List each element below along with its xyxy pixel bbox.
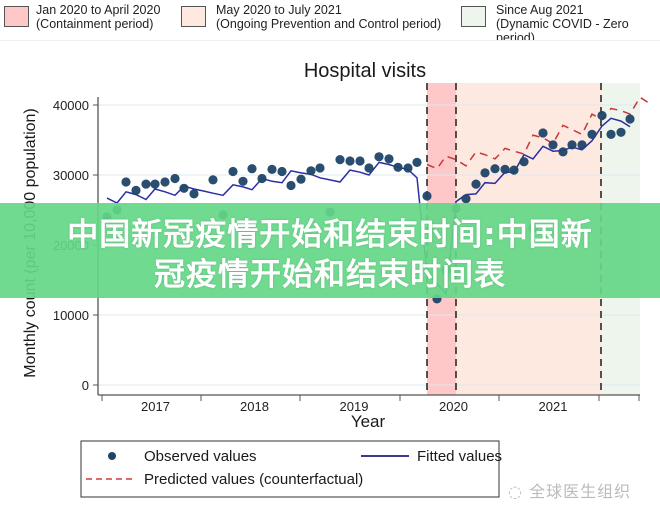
x-tick-label: 2020 xyxy=(439,399,468,414)
observed-point xyxy=(500,164,510,174)
observed-point xyxy=(121,177,131,187)
fitted-legend-label: Fitted values xyxy=(417,448,502,465)
x-axis-label: Year xyxy=(351,412,386,431)
containment-label-line2: (Containment period) xyxy=(36,17,154,31)
observed-point xyxy=(587,129,597,139)
observed-point xyxy=(616,127,626,137)
observed-point xyxy=(286,180,296,191)
observed-point xyxy=(228,166,238,177)
x-tick-label: 2018 xyxy=(240,399,269,414)
observed-point xyxy=(355,156,365,166)
observed-point xyxy=(238,176,248,186)
ongoing-label: May 2020 to July 2021 (Ongoing Preventio… xyxy=(216,3,441,31)
observed-point xyxy=(625,114,635,124)
ongoing-label-line2: (Ongoing Prevention and Control period) xyxy=(216,17,442,31)
containment-label-line1: Jan 2020 to April 2020 xyxy=(36,3,161,17)
observed-point xyxy=(296,174,306,184)
observed-point xyxy=(538,128,548,138)
observed-point xyxy=(412,157,422,167)
observed-point xyxy=(160,177,170,187)
observed-point xyxy=(471,179,481,189)
x-tick-label: 2021 xyxy=(539,399,568,414)
fitted-line xyxy=(106,117,631,296)
overlay-title-line2: 冠疫情开始和结束时间表 xyxy=(154,257,506,293)
observed-point xyxy=(597,110,607,121)
observed-point xyxy=(577,140,587,150)
zero-covid-swatch xyxy=(461,6,486,27)
observed-point xyxy=(606,129,616,139)
observed-point xyxy=(509,165,519,175)
containment-swatch xyxy=(4,6,29,27)
wechat-watermark: ◌ 全球医生组织 xyxy=(508,478,631,502)
observed-point xyxy=(267,164,277,174)
ongoing-label-line1: May 2020 to July 2021 xyxy=(216,3,342,17)
observed-point xyxy=(335,155,345,165)
observed-point xyxy=(345,156,355,166)
containment-label: Jan 2020 to April 2020 (Containment peri… xyxy=(36,3,160,31)
observed-point xyxy=(208,175,218,185)
x-tick-label: 2017 xyxy=(141,399,170,414)
watermark-text: 全球医生组织 xyxy=(529,482,632,501)
observed-point xyxy=(141,179,151,189)
observed-point xyxy=(490,164,500,174)
observed-point xyxy=(393,162,403,172)
observed-point xyxy=(422,191,432,201)
observed-point xyxy=(548,140,558,150)
observed-point xyxy=(384,154,394,164)
y-tick-label: 30000 xyxy=(53,168,89,183)
ongoing-swatch xyxy=(181,6,206,27)
y-tick-label: 40000 xyxy=(53,98,89,113)
observed-point xyxy=(170,173,180,184)
zero-covid-label-line1: Since Aug 2021 xyxy=(496,3,584,17)
chart-title: Hospital visits xyxy=(304,60,426,82)
title-overlay-banner: 中国新冠疫情开始和结束时间:中国新 冠疫情开始和结束时间表 xyxy=(0,203,660,298)
predicted-line xyxy=(426,96,651,170)
observed-point xyxy=(558,147,568,157)
observed-point xyxy=(403,163,413,173)
observed-point xyxy=(480,168,490,178)
observed-point xyxy=(567,140,577,150)
y-tick-label: 0 xyxy=(82,378,89,393)
wechat-icon: ◌ xyxy=(508,482,523,501)
observed-point xyxy=(277,166,287,177)
predicted-legend-label: Predicted values (counterfactual) xyxy=(144,471,363,488)
observed-point xyxy=(131,185,141,195)
y-tick-label: 10000 xyxy=(53,308,89,323)
overlay-title-line1: 中国新冠疫情开始和结束时间:中国新 xyxy=(67,217,593,253)
x-tick-label: 2019 xyxy=(340,399,369,414)
observed-legend-label: Observed values xyxy=(144,448,257,465)
observed-point xyxy=(306,166,316,176)
observed-point xyxy=(461,194,471,204)
observed-point xyxy=(374,152,384,162)
observed-point xyxy=(257,173,267,184)
observed-point xyxy=(519,157,529,167)
observed-point xyxy=(150,179,160,189)
period-legend: Jan 2020 to April 2020 (Containment peri… xyxy=(0,0,660,45)
observed-point xyxy=(247,164,257,174)
observed-point xyxy=(189,189,199,199)
observed-point xyxy=(364,163,374,173)
observed-legend-icon xyxy=(108,452,116,460)
series-legend: Observed values Fitted values Predicted … xyxy=(80,440,502,498)
observed-point xyxy=(315,163,325,173)
observed-point xyxy=(179,183,189,193)
